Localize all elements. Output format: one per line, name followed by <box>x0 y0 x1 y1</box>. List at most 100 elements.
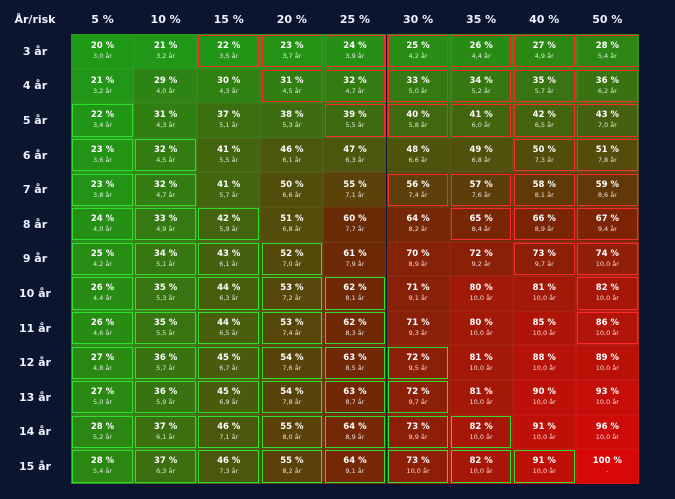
matrix-cell: 41 % 6,0 år <box>449 103 513 138</box>
matrix-cell: 91 % 10,0 år <box>512 414 576 450</box>
matrix-cell: 85 % 10,0 år <box>512 310 576 346</box>
years-value: 7,8 år <box>597 156 617 165</box>
matrix-cell: 50 % 7,3 år <box>512 137 576 173</box>
row-label: 14 år <box>19 425 51 439</box>
years-value: 6,8 år <box>471 156 491 165</box>
years-value: 10,0 år <box>595 329 619 338</box>
matrix-cell: 21 % 3,2 år <box>134 34 198 69</box>
years-value: 3,2 år <box>156 52 176 61</box>
years-value: 6,6 år <box>408 156 428 165</box>
years-value: 4,5 år <box>282 86 302 95</box>
years-value: 10,0 år <box>532 432 556 441</box>
years-value: 4,0 år <box>93 225 113 234</box>
risk-percent: 81 % <box>532 283 556 294</box>
matrix-cell: 72 % 9,7 år <box>386 380 450 415</box>
risk-percent: 23 % <box>90 145 115 156</box>
years-value: 8,4 år <box>471 225 491 234</box>
years-value: 8,3 år <box>345 329 365 338</box>
matrix-cell: 27 % 5,0 år <box>71 380 135 415</box>
risk-percent: 82 % <box>469 456 493 467</box>
risk-percent: 100 % <box>592 456 622 467</box>
matrix-cell: 55 % 8,0 år <box>260 414 324 450</box>
years-value: 6,3 år <box>345 156 365 165</box>
matrix-cell: 22 % 3,5 år <box>197 34 261 69</box>
years-value: 10,0 år <box>595 398 619 407</box>
risk-percent: 62 % <box>343 318 367 329</box>
years-value: 8,1 år <box>345 294 365 303</box>
years-value: 10,0 år <box>595 432 619 441</box>
risk-percent: 71 % <box>406 283 430 294</box>
years-value: 4,7 år <box>345 86 365 95</box>
risk-percent: 44 % <box>217 283 241 294</box>
matrix-cell: 82 % 10,0 år <box>449 449 513 484</box>
risk-percent: 46 % <box>217 456 241 467</box>
years-value: 8,0 år <box>282 432 302 441</box>
years-value: 6,2 år <box>597 86 617 95</box>
matrix-cell: 33 % 4,9 år <box>134 207 198 242</box>
matrix-cell: 44 % 6,3 år <box>197 276 261 311</box>
years-value: 7,1 år <box>345 190 365 199</box>
risk-percent: 23 % <box>280 41 304 52</box>
years-value: 9,4 år <box>597 225 617 234</box>
risk-percent: 47 % <box>343 145 367 156</box>
risk-percent: 63 % <box>343 387 367 398</box>
years-value: 8,2 år <box>408 225 428 234</box>
matrix-cell: 20 % 3,0 år <box>71 34 135 69</box>
years-value: 10,0 år <box>595 259 619 268</box>
risk-percent: 93 % <box>595 387 619 398</box>
risk-percent: 26 % <box>469 41 493 52</box>
risk-percent: 91 % <box>532 456 556 467</box>
column-header: 15 % <box>213 12 244 26</box>
risk-percent: 91 % <box>532 421 556 432</box>
years-value: 10,0 år <box>406 467 430 476</box>
risk-percent: 44 % <box>217 318 241 329</box>
years-value: 7,7 år <box>345 225 365 234</box>
risk-percent: 86 % <box>595 318 619 329</box>
years-value: 7,4 år <box>408 190 428 199</box>
matrix-cell: 50 % 6,6 år <box>260 172 324 207</box>
matrix-cell: 89 % 10,0 år <box>575 345 639 380</box>
matrix-cell: 39 % 5,5 år <box>323 103 387 138</box>
risk-percent: 55 % <box>343 179 367 190</box>
risk-percent: 80 % <box>469 283 493 294</box>
years-value: 5,9 år <box>219 225 239 234</box>
years-value: 10,0 år <box>469 432 493 441</box>
risk-percent: 67 % <box>595 214 619 225</box>
matrix-cell: 54 % 7,6 år <box>260 345 324 380</box>
risk-percent: 55 % <box>280 456 304 467</box>
years-value: 8,1 år <box>534 190 554 199</box>
matrix-cell: 21 % 3,2 år <box>71 68 135 104</box>
row-label: 7 år <box>22 183 48 197</box>
matrix-cell: 61 % 7,9 år <box>323 241 387 277</box>
matrix-cell: 41 % 5,7 år <box>197 172 261 207</box>
risk-percent: 33 % <box>153 214 178 225</box>
years-value: 5,1 år <box>219 121 239 130</box>
risk-percent: 65 % <box>469 214 493 225</box>
matrix-cell: 60 % 7,7 år <box>323 207 387 242</box>
matrix-cell: 46 % 6,1 år <box>260 137 324 173</box>
years-value: 6,6 år <box>282 190 302 199</box>
risk-percent: 53 % <box>280 318 304 329</box>
matrix-cell: 35 % 5,7 år <box>512 68 576 104</box>
matrix-cell: 86 % 10,0 år <box>575 310 639 346</box>
years-value: 9,7 år <box>534 259 554 268</box>
years-value: 3,4 år <box>93 121 113 130</box>
risk-percent: 33 % <box>406 75 430 86</box>
matrix-cell: 31 % 4,5 år <box>260 68 324 104</box>
matrix-cell: 33 % 5,0 år <box>386 68 450 104</box>
years-value: 7,3 år <box>219 467 239 476</box>
years-value: 3,0 år <box>93 52 113 61</box>
years-value: 5,3 år <box>282 121 302 130</box>
years-value: 10,0 år <box>595 363 619 372</box>
matrix-cell: 74 % 10,0 år <box>575 241 639 277</box>
matrix-cell: 45 % 6,9 år <box>197 380 261 415</box>
risk-percent: 46 % <box>217 421 241 432</box>
years-value: 6,7 år <box>219 363 239 372</box>
risk-percent: 46 % <box>280 145 304 156</box>
matrix-cell: 24 % 4,0 år <box>71 207 135 242</box>
years-value: 4,2 år <box>93 259 113 268</box>
risk-percent: 26 % <box>90 283 115 294</box>
matrix-cell: 64 % 8,2 år <box>386 207 450 242</box>
risk-percent: 52 % <box>280 248 304 259</box>
risk-percent: 81 % <box>469 387 493 398</box>
